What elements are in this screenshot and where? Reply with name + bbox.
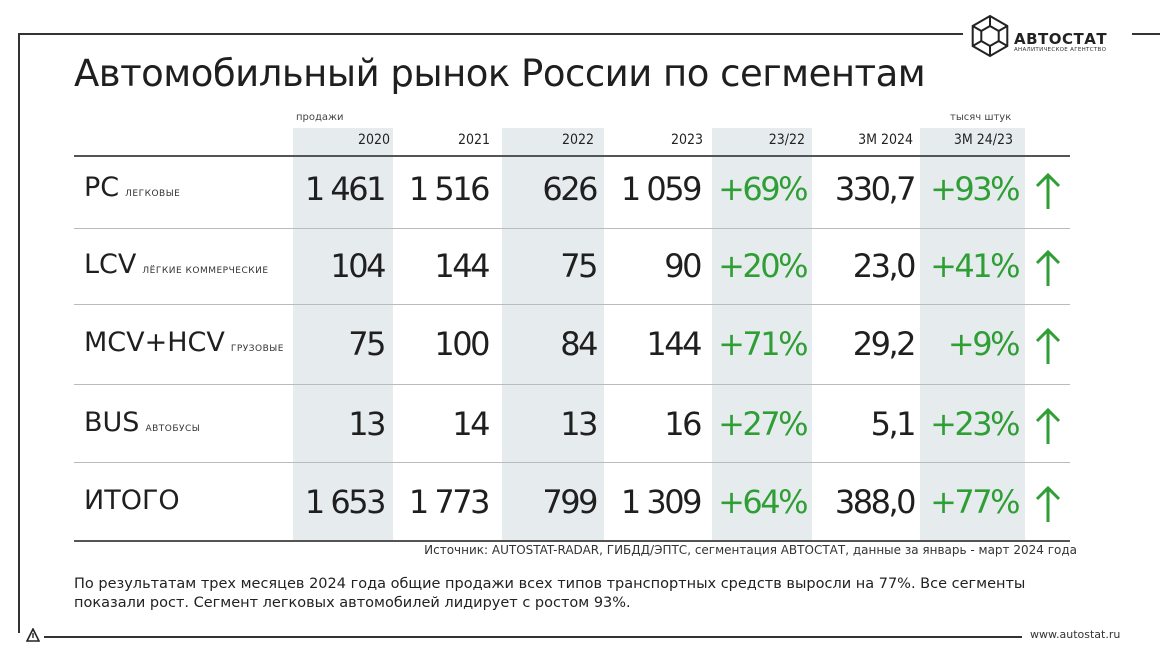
units-label: тысяч штук bbox=[950, 112, 1012, 123]
row-label-total: ИТОГО bbox=[84, 485, 180, 516]
summary-text: По результатам трех месяцев 2024 года об… bbox=[74, 576, 1026, 611]
brand-tagline: АНАЛИТИЧЕСКОЕ АГЕНТСТВО bbox=[1014, 47, 1107, 53]
header-3m-2024: 3M 2024 bbox=[858, 132, 913, 148]
up-arrow-icon bbox=[1035, 327, 1061, 364]
column-shade-2022 bbox=[502, 128, 604, 540]
row-label-lcv: LCV лёгкие коммерческие bbox=[84, 249, 269, 280]
cell-bus-2023: 16 bbox=[664, 405, 702, 443]
row-desc: легковые bbox=[125, 189, 181, 199]
cell-pc-3m-2024: 330,7 bbox=[834, 170, 917, 208]
row-code: LCV bbox=[84, 249, 137, 280]
cell-mcv-3m-2024: 29,2 bbox=[852, 325, 917, 363]
cell-total-2020: 1 653 bbox=[304, 483, 387, 521]
up-arrow-icon bbox=[1035, 172, 1061, 209]
cell-total-3m-2024: 388,0 bbox=[834, 483, 917, 521]
column-shade-3m bbox=[920, 128, 1025, 540]
table-bottom-rule bbox=[74, 540, 1070, 542]
cell-pc-2021: 1 516 bbox=[408, 170, 491, 208]
page-title: Автомобильный рынок России по сегментам bbox=[74, 52, 926, 95]
cell-lcv-3m-24-23: +41% bbox=[930, 247, 1020, 285]
header-2023: 2023 bbox=[670, 132, 703, 148]
row-code: MCV+HCV bbox=[84, 327, 225, 358]
cell-pc-23-22: +69% bbox=[718, 170, 808, 208]
frame-left-line bbox=[18, 33, 20, 633]
cell-bus-23-22: +27% bbox=[718, 405, 808, 443]
row-code: ИТОГО bbox=[84, 485, 180, 516]
up-arrow-icon bbox=[1035, 485, 1061, 522]
row-desc: грузовые bbox=[230, 344, 284, 354]
row-divider bbox=[74, 304, 1070, 305]
header-23-22: 23/22 bbox=[768, 132, 805, 148]
cell-mcv-2022: 84 bbox=[560, 325, 598, 363]
cell-lcv-3m-2024: 23,0 bbox=[852, 247, 917, 285]
cell-mcv-2023: 144 bbox=[646, 325, 702, 363]
cell-pc-2022: 626 bbox=[542, 170, 598, 208]
header-rule bbox=[74, 155, 1070, 157]
row-divider bbox=[74, 384, 1070, 385]
row-code: PC bbox=[84, 172, 120, 203]
cell-lcv-2022: 75 bbox=[560, 247, 598, 285]
cell-mcv-3m-24-23: +9% bbox=[947, 325, 1021, 363]
cell-bus-3m-24-23: +23% bbox=[930, 405, 1020, 443]
cell-mcv-23-22: +71% bbox=[718, 325, 808, 363]
row-divider bbox=[74, 228, 1070, 229]
cell-total-2023: 1 309 bbox=[620, 483, 703, 521]
website-link[interactable]: www.autostat.ru bbox=[1030, 628, 1121, 641]
row-label-pc: PC легковые bbox=[84, 172, 180, 203]
header-3m-24-23: 3M 24/23 bbox=[953, 132, 1013, 148]
cell-bus-2020: 13 bbox=[348, 405, 386, 443]
source-note: Источник: AUTOSTAT-RADAR, ГИБДД/ЭПТС, се… bbox=[424, 543, 1077, 557]
frame-top-right-line bbox=[1132, 33, 1160, 35]
cell-pc-2023: 1 059 bbox=[620, 170, 703, 208]
cell-bus-2022: 13 bbox=[560, 405, 598, 443]
column-shade-2020 bbox=[293, 128, 393, 540]
column-shade-2324 bbox=[712, 128, 812, 540]
header-2021: 2021 bbox=[457, 132, 490, 148]
cell-total-2021: 1 773 bbox=[408, 483, 491, 521]
cell-lcv-23-22: +20% bbox=[718, 247, 808, 285]
cell-mcv-2020: 75 bbox=[348, 325, 386, 363]
row-desc: автобусы bbox=[145, 424, 201, 434]
sales-label: продажи bbox=[296, 112, 344, 123]
autostat-logo-icon bbox=[971, 14, 1009, 58]
row-label-bus: BUS автобусы bbox=[84, 407, 200, 438]
up-arrow-icon bbox=[1035, 249, 1061, 286]
row-code: BUS bbox=[84, 407, 140, 438]
header-2022: 2022 bbox=[561, 132, 594, 148]
up-arrow-icon bbox=[1035, 407, 1061, 444]
cell-pc-2020: 1 461 bbox=[304, 170, 387, 208]
brand-name: АВТОСТАТ bbox=[1014, 30, 1108, 48]
row-divider bbox=[74, 462, 1070, 463]
cell-mcv-2021: 100 bbox=[434, 325, 490, 363]
cell-total-23-22: +64% bbox=[718, 483, 808, 521]
frame-bottom-line bbox=[44, 636, 1022, 638]
frame-top-line bbox=[18, 33, 963, 35]
cell-bus-3m-2024: 5,1 bbox=[870, 405, 917, 443]
row-desc: лёгкие коммерческие bbox=[142, 266, 269, 276]
cell-lcv-2023: 90 bbox=[664, 247, 702, 285]
cell-lcv-2020: 104 bbox=[330, 247, 386, 285]
cell-total-3m-24-23: +77% bbox=[930, 483, 1020, 521]
cell-bus-2021: 14 bbox=[452, 405, 490, 443]
header-2020: 2020 bbox=[357, 132, 390, 148]
row-label-mcv-hcv: MCV+HCV грузовые bbox=[84, 327, 284, 358]
cell-total-2022: 799 bbox=[542, 483, 598, 521]
warning-triangle-icon bbox=[26, 628, 40, 642]
cell-pc-3m-24-23: +93% bbox=[930, 170, 1020, 208]
cell-lcv-2021: 144 bbox=[434, 247, 490, 285]
